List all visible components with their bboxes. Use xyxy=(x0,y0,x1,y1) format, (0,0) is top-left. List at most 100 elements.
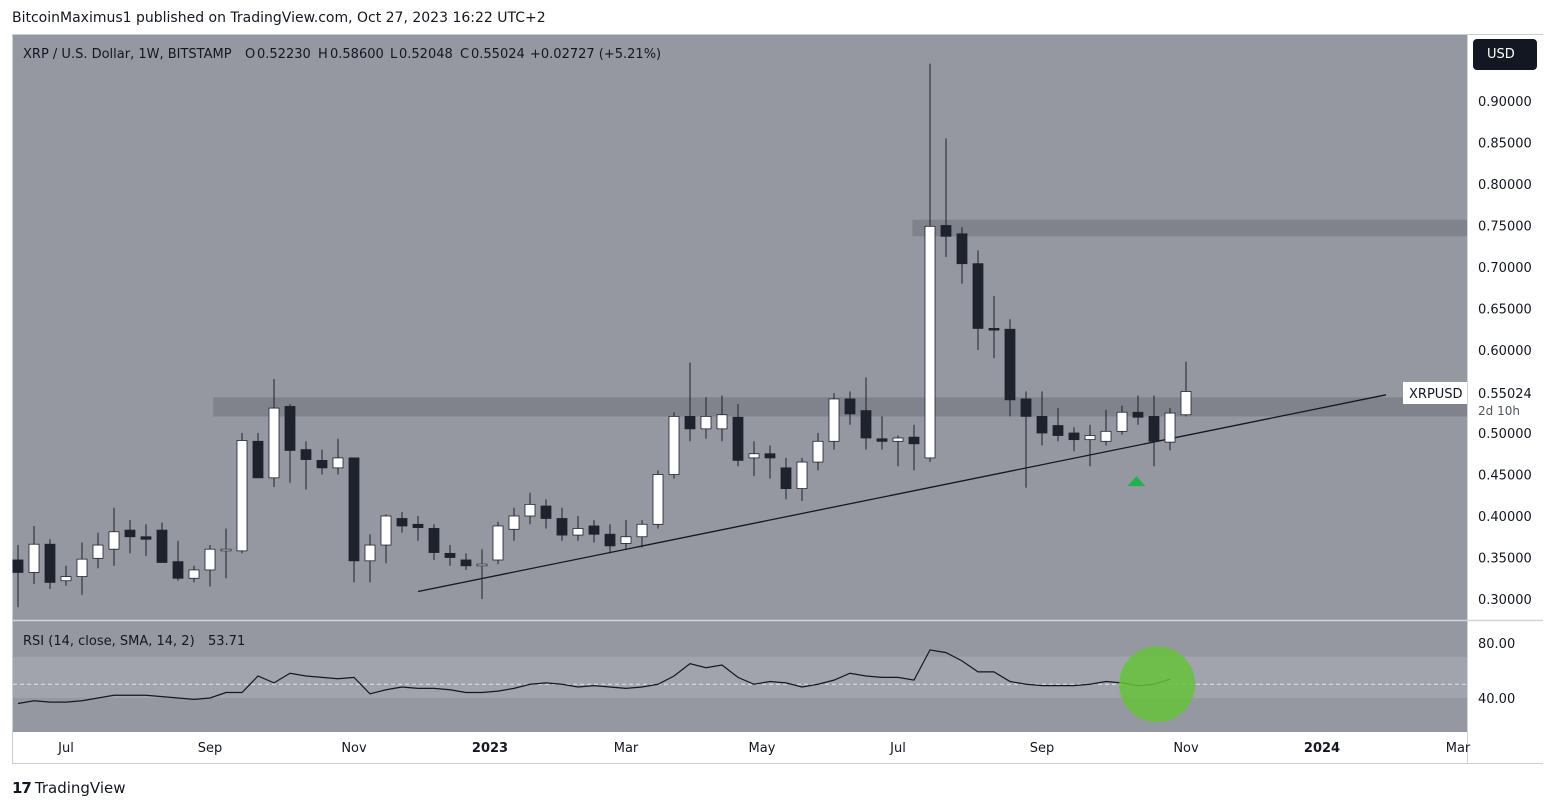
time-tick-label: May xyxy=(749,741,776,756)
candle-up xyxy=(1164,412,1176,443)
candle-up xyxy=(28,543,40,573)
candle-down xyxy=(1052,425,1064,436)
candle-up xyxy=(1116,411,1128,432)
candle-down xyxy=(124,529,136,538)
candle-up xyxy=(748,453,760,459)
rsi-legend-value: 53.71 xyxy=(208,634,245,649)
currency-button[interactable]: USD xyxy=(1473,39,1537,70)
candle-up xyxy=(828,398,840,442)
price-tick-label: 0.30000 xyxy=(1478,593,1532,608)
legend-low-value: 0.52048 xyxy=(399,47,453,62)
candle-down xyxy=(1004,328,1016,401)
price-tick-label: 0.40000 xyxy=(1478,510,1532,525)
candle-up xyxy=(108,531,120,550)
publisher-header: BitcoinMaximus1 published on TradingView… xyxy=(12,10,546,26)
candle-up xyxy=(220,548,232,552)
candle-down xyxy=(540,505,552,519)
candle-up xyxy=(572,528,584,536)
candle-down xyxy=(588,525,600,535)
rsi-band xyxy=(13,656,1467,698)
time-tick-label: Jul xyxy=(57,741,74,756)
candle-down xyxy=(876,438,888,442)
price-tag-bg xyxy=(1471,382,1538,422)
time-axis-area xyxy=(13,732,1543,763)
rsi-pane[interactable] xyxy=(13,646,1467,723)
candle-up xyxy=(476,563,488,567)
price-tick-label: 0.45000 xyxy=(1478,469,1532,484)
candle-down xyxy=(316,459,328,469)
candle-up xyxy=(668,415,680,475)
candle-up xyxy=(700,415,712,430)
time-tick-label: Jul xyxy=(889,741,906,756)
rsi-line xyxy=(17,649,1171,705)
candle-down xyxy=(156,529,168,563)
candle-down xyxy=(860,410,872,439)
time-tick-label: Nov xyxy=(341,741,367,756)
candle-down xyxy=(908,436,920,445)
tradingview-mark-icon: 17 xyxy=(12,779,32,797)
legend-low-label: L xyxy=(390,47,398,62)
candle-down xyxy=(1132,411,1144,418)
time-tick-label: Mar xyxy=(614,741,639,756)
candle-up xyxy=(204,548,216,571)
candle-down xyxy=(732,416,744,461)
resistance-zone xyxy=(912,219,1467,237)
candle-down xyxy=(556,518,568,536)
legend-change: +0.02727 (+5.21%) xyxy=(530,47,661,62)
candle-up xyxy=(636,523,648,538)
candle-up xyxy=(76,558,88,577)
time-tick-label: 2024 xyxy=(1304,741,1340,756)
legend-symbol: XRP / U.S. Dollar, 1W, BITSTAMP xyxy=(23,47,232,62)
candle-down xyxy=(172,561,184,579)
candle-down xyxy=(972,263,984,329)
candle-down xyxy=(444,552,456,558)
candle-down xyxy=(684,415,696,430)
legend-high-label: H xyxy=(318,47,328,62)
legend-open-value: 0.52230 xyxy=(257,47,311,62)
price-tick-label: 0.80000 xyxy=(1478,178,1532,193)
candle-up xyxy=(892,437,904,442)
candle-up xyxy=(380,515,392,546)
up-arrow-marker-icon xyxy=(1127,476,1146,487)
price-pane[interactable] xyxy=(12,63,1468,608)
price-tick-label: 0.60000 xyxy=(1478,344,1532,359)
price-tick-label: 0.65000 xyxy=(1478,303,1532,318)
candle-up xyxy=(188,569,200,579)
tradingview-brand: TradingView xyxy=(34,779,126,797)
candle-down xyxy=(764,453,776,459)
rsi-legend-label: RSI (14, close, SMA, 14, 2) xyxy=(23,634,195,649)
candle-down xyxy=(1020,398,1032,417)
candle-down xyxy=(988,328,1000,331)
candle-up xyxy=(1084,435,1096,441)
candle-up xyxy=(236,440,248,552)
candle-down xyxy=(844,398,856,415)
candle-down xyxy=(956,233,968,265)
candle-down xyxy=(940,225,952,237)
candle-down xyxy=(780,467,792,490)
candle-down xyxy=(412,523,424,529)
price-tick-label: 0.70000 xyxy=(1478,261,1532,276)
candle-up xyxy=(92,544,104,559)
price-tick-label: 0.75000 xyxy=(1478,220,1532,235)
candle-up xyxy=(924,225,936,459)
legend-close-label: C xyxy=(460,47,469,62)
time-tick-label: Sep xyxy=(1030,741,1055,756)
candle-up xyxy=(812,440,824,463)
tradingview-logo[interactable]: 17 TradingView xyxy=(12,779,126,797)
candle-up xyxy=(332,457,344,469)
rsi-tick-label: 80.00 xyxy=(1478,637,1515,652)
candle-down xyxy=(300,449,312,460)
price-tag-symbol-bg xyxy=(1403,382,1467,404)
candle-down xyxy=(460,559,472,567)
time-tick-label: Mar xyxy=(1446,741,1471,756)
candle-up xyxy=(364,544,376,562)
candle-down xyxy=(44,543,56,583)
candle-down xyxy=(604,533,616,547)
ascending-support-line xyxy=(417,394,1387,593)
legend-open-label: O xyxy=(245,47,255,62)
candle-down xyxy=(1036,415,1048,434)
price-tick-label: 0.85000 xyxy=(1478,137,1532,152)
time-tick-label: Sep xyxy=(198,741,223,756)
candle-down xyxy=(396,518,408,527)
